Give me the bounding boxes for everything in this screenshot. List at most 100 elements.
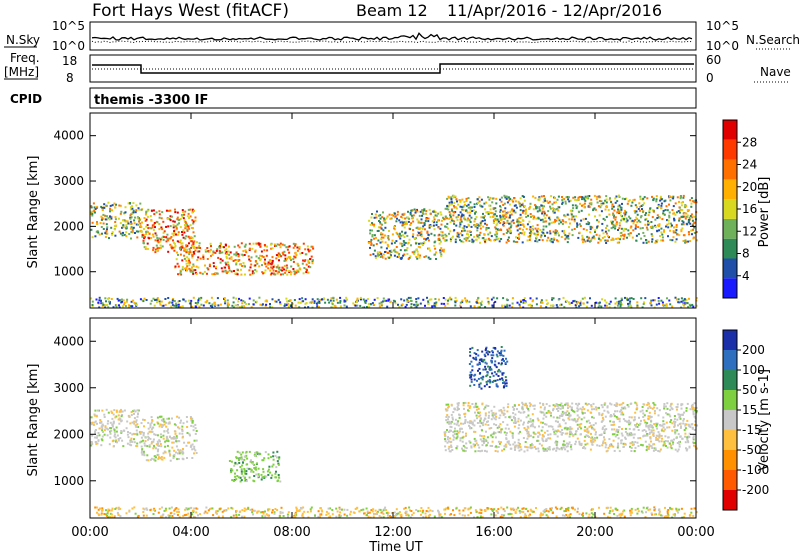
scatter-cell (610, 239, 613, 241)
scatter-cell (503, 194, 506, 197)
scatter-cell (115, 304, 118, 307)
scatter-cell (195, 241, 198, 244)
scatter-cell (91, 214, 94, 217)
scatter-cell (677, 413, 680, 416)
scatter-cell (635, 234, 638, 237)
scatter-cell (412, 220, 415, 223)
scatter-cell (241, 305, 244, 308)
scatter-cell (383, 217, 385, 220)
scatter-cell (238, 451, 241, 454)
scatter-cell (289, 256, 292, 258)
scatter-cell (506, 222, 509, 224)
scatter-cell (260, 250, 263, 253)
scatter-cell (193, 439, 196, 442)
scatter-cell (444, 445, 447, 448)
scatter-cell (421, 209, 424, 212)
scatter-cell (248, 249, 251, 252)
scatter-cell (234, 461, 237, 464)
scatter-cell (682, 422, 685, 425)
scatter-cell (381, 233, 384, 236)
scatter-cell (667, 222, 670, 225)
scatter-cell (240, 479, 243, 482)
scatter-cell (115, 305, 118, 308)
scatter-cell (522, 437, 525, 439)
scatter-cell (450, 440, 453, 443)
scatter-cell (490, 409, 493, 412)
scatter-cell (525, 416, 528, 419)
scatter-cell (548, 404, 551, 407)
scatter-cell (685, 298, 688, 301)
scatter-cell (523, 450, 526, 453)
scatter-cell (108, 218, 111, 221)
scatter-cell (519, 221, 522, 224)
scatter-cell (687, 219, 690, 221)
scatter-cell (583, 202, 586, 205)
scatter-cell (667, 219, 670, 222)
scatter-cell (480, 216, 483, 219)
scatter-cell (127, 436, 130, 439)
scatter-cell (451, 235, 454, 238)
scatter-cell (458, 413, 460, 416)
scatter-cell (571, 418, 574, 421)
scatter-cell (206, 258, 209, 260)
scatter-cell (448, 232, 450, 235)
scatter-cell (657, 414, 660, 417)
scatter-cell (199, 271, 202, 274)
scatter-cell (384, 251, 386, 253)
scatter-cell (509, 415, 512, 418)
scatter-cell (552, 210, 555, 213)
scatter-cell (295, 271, 298, 274)
scatter-cell (486, 374, 489, 377)
scatter-cell (192, 269, 195, 272)
scatter-cell (504, 376, 507, 379)
scatter-cell (269, 303, 271, 305)
scatter-cell (563, 443, 566, 446)
scatter-cell (403, 236, 406, 238)
scatter-cell (420, 233, 423, 236)
scatter-cell (485, 201, 488, 204)
scatter-cell (505, 197, 508, 200)
scatter-cell (500, 428, 503, 431)
scatter-cell (453, 430, 456, 433)
scatter-cell (556, 306, 559, 309)
scatter-cell (156, 450, 159, 453)
scatter-cell (588, 213, 591, 216)
scatter-cell (475, 442, 478, 445)
scatter-cell (689, 304, 692, 307)
scatter-cell (494, 418, 497, 421)
scatter-cell (178, 450, 181, 453)
scatter-cell (618, 222, 621, 224)
scatter-cell (389, 255, 392, 258)
scatter-cell (522, 228, 524, 231)
scatter-cell (419, 210, 422, 213)
scatter-cell (498, 442, 501, 445)
scatter-cell (136, 415, 139, 418)
scatter-cell (646, 446, 649, 449)
scatter-cell (520, 300, 522, 303)
scatter-cell (494, 450, 497, 452)
scatter-cell (456, 231, 459, 234)
scatter-cell (474, 224, 477, 227)
scatter-cell (498, 417, 501, 420)
scatter-cell (416, 248, 418, 251)
scatter-cell (198, 242, 201, 245)
scatter-cell (586, 430, 589, 433)
scatter-cell (649, 436, 652, 439)
scatter-cell (153, 213, 156, 216)
scatter-cell (498, 352, 501, 355)
scatter-cell (283, 250, 286, 253)
scatter-cell (114, 221, 117, 223)
scatter-cell (597, 205, 600, 208)
scatter-cell (299, 301, 302, 304)
scatter-cell (277, 298, 280, 301)
scatter-cell (464, 446, 467, 449)
scatter-cell (248, 297, 251, 300)
scatter-cell (115, 430, 118, 433)
scatter-cell (450, 413, 453, 416)
scatter-cell (482, 216, 485, 219)
scatter-cell (654, 224, 657, 227)
scatter-cell (386, 305, 389, 308)
scatter-cell (121, 219, 124, 222)
scatter-cell (648, 432, 651, 435)
